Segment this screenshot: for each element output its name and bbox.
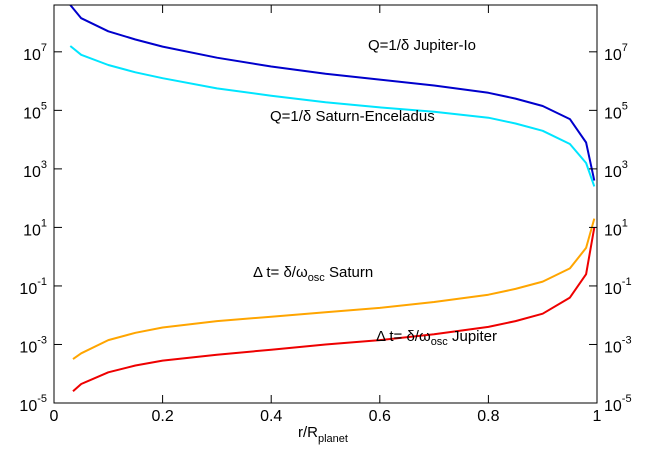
- y-tick-base: 10: [23, 47, 41, 64]
- y-tick-base: 10: [23, 105, 41, 122]
- y-tick-exponent: -3: [622, 334, 632, 346]
- y-tick-label-left: 105: [23, 100, 47, 122]
- y-tick-exponent: 1: [622, 217, 628, 229]
- y-tick-exponent: 3: [41, 159, 47, 171]
- annotation-dt-jupiter-main: Δ t= δ/ω: [376, 328, 431, 345]
- x-tick-label: 0.4: [260, 408, 282, 425]
- annotation-dt-saturn: Δ t= δ/ωosc Saturn: [253, 264, 373, 284]
- y-tick-exponent: -1: [37, 276, 47, 288]
- y-tick-base: 10: [23, 222, 41, 239]
- y-tick-base: 10: [604, 164, 622, 181]
- x-tick-label: 0.2: [151, 408, 173, 425]
- y-tick-exponent: -5: [37, 393, 47, 405]
- y-tick-exponent: 3: [622, 159, 628, 171]
- y-tick-label-right: 10-1: [604, 276, 632, 298]
- y-tick-base: 10: [604, 281, 622, 298]
- series-line-0: [69, 4, 596, 181]
- y-tick-base: 10: [604, 222, 622, 239]
- annotation-dt-saturn-main: Δ t= δ/ω: [253, 264, 308, 281]
- y-tick-exponent: 5: [41, 100, 47, 112]
- y-tick-label-left: 103: [23, 159, 47, 181]
- y-tick-label-right: 10-3: [604, 334, 632, 356]
- annotation-jupiter-io: Q=1/δ Jupiter-Io: [368, 37, 476, 54]
- x-axis-title-sub: planet: [318, 433, 348, 445]
- series-line-2: [72, 218, 596, 360]
- y-tick-label-left: 101: [23, 217, 47, 239]
- y-tick-label-right: 107: [604, 42, 628, 64]
- x-tick-label: 1: [593, 408, 602, 425]
- y-tick-label-right: 101: [604, 217, 628, 239]
- x-axis-title: r/Rplanet: [298, 424, 348, 445]
- x-axis-title-main: r/R: [298, 424, 318, 441]
- annotation-dt-saturn-sub: osc: [308, 272, 326, 284]
- y-tick-label-right: 105: [604, 100, 628, 122]
- y-tick-label-left: 10-1: [19, 276, 47, 298]
- y-tick-exponent: -3: [37, 334, 47, 346]
- plot-frame: [53, 4, 598, 404]
- y-tick-exponent: 5: [622, 100, 628, 112]
- y-tick-exponent: 7: [622, 42, 628, 54]
- annotation-saturn-enceladus: Q=1/δ Saturn-Enceladus: [270, 108, 435, 125]
- annotation-dt-jupiter-sub: osc: [431, 336, 449, 348]
- y-tick-base: 10: [19, 398, 37, 415]
- y-tick-base: 10: [23, 164, 41, 181]
- series-layer: [69, 4, 596, 393]
- y-tick-label-right: 103: [604, 159, 628, 181]
- y-tick-label-right: 10-5: [604, 393, 632, 415]
- y-tick-label-left: 10-3: [19, 334, 47, 356]
- x-tick-label: 0: [50, 408, 59, 425]
- y-tick-exponent: 7: [41, 42, 47, 54]
- y-tick-base: 10: [604, 105, 622, 122]
- y-tick-exponent: -5: [622, 393, 632, 405]
- y-tick-base: 10: [19, 281, 37, 298]
- y-tick-base: 10: [604, 339, 622, 356]
- annotation-dt-jupiter-planet: Jupiter: [448, 328, 497, 345]
- x-axis: 0 0.2 0.4 0.6 0.8 1: [50, 5, 602, 425]
- series-line-3: [72, 227, 596, 393]
- y-tick-label-left: 107: [23, 42, 47, 64]
- y-tick-exponent: 1: [41, 217, 47, 229]
- y-tick-base: 10: [19, 339, 37, 356]
- y-tick-base: 10: [604, 398, 622, 415]
- annotation-dt-jupiter: Δ t= δ/ωosc Jupiter: [376, 328, 497, 348]
- y-tick-exponent: -1: [622, 276, 632, 288]
- series-line-1: [69, 45, 596, 187]
- annotation-dt-saturn-planet: Saturn: [325, 264, 373, 281]
- y-tick-label-left: 10-5: [19, 393, 47, 415]
- x-tick-label: 0.6: [369, 408, 391, 425]
- y-tick-base: 10: [604, 47, 622, 64]
- x-tick-label: 0.8: [477, 408, 499, 425]
